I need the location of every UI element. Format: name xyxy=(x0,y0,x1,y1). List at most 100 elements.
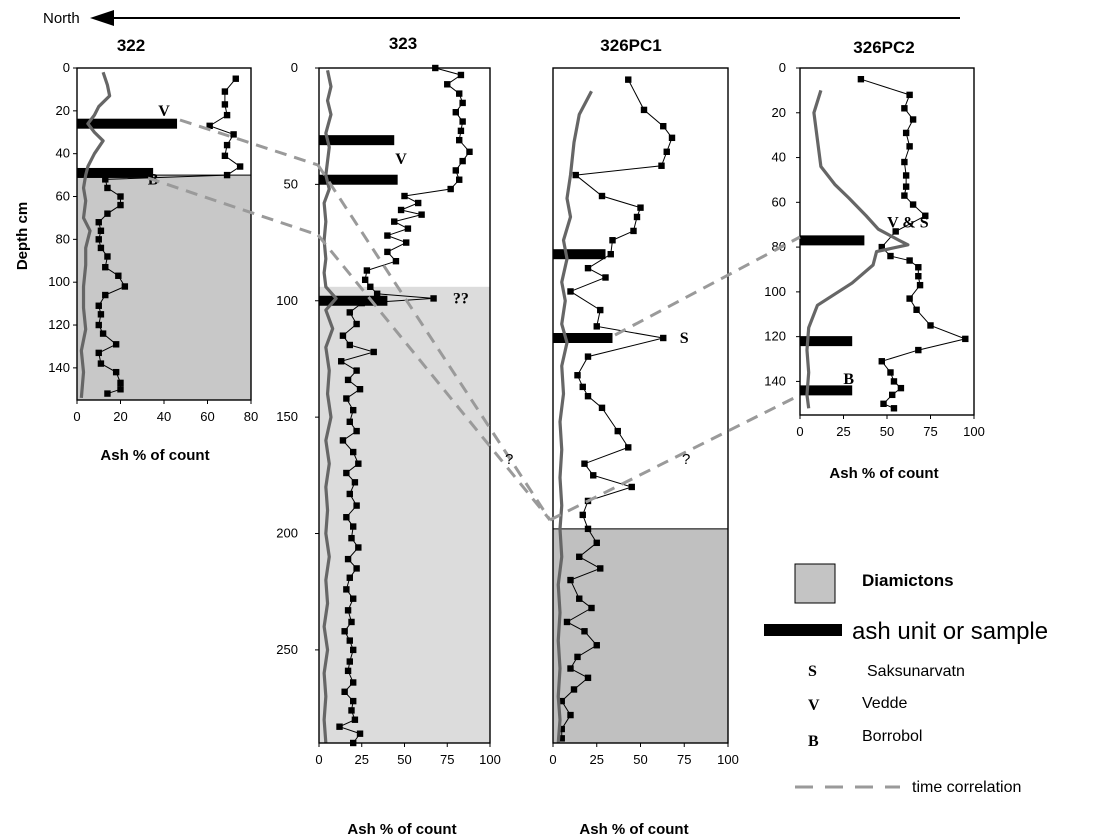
data-point-326pc2-14 xyxy=(887,252,894,260)
data-point-323-18 xyxy=(391,218,398,225)
data-point-326pc1-35 xyxy=(567,576,574,584)
data-point-322-11 xyxy=(104,184,111,192)
correlation-line-323-326pc1-lower xyxy=(316,164,552,521)
data-point-322-13 xyxy=(117,201,124,209)
data-point-323-25 xyxy=(361,276,369,284)
data-point-323-31 xyxy=(353,320,360,328)
data-point-323-32 xyxy=(339,332,347,339)
x-tick-label-323-3: 75 xyxy=(440,752,454,767)
data-point-323-67 xyxy=(341,688,348,695)
x-tick-label-323-2: 50 xyxy=(397,752,411,767)
data-point-323-7 xyxy=(457,127,465,135)
data-point-326pc1-20 xyxy=(574,372,581,379)
data-point-326pc2-25 xyxy=(887,369,894,376)
y-tick-label-323-1: 50 xyxy=(284,176,298,191)
data-point-323-19 xyxy=(404,225,412,232)
data-point-326pc1-9 xyxy=(633,213,641,221)
data-point-322-28 xyxy=(112,341,120,348)
y-tick-label-322-0: 0 xyxy=(63,60,70,75)
data-point-326pc2-3 xyxy=(909,116,917,123)
data-point-326pc1-37 xyxy=(588,604,595,612)
data-point-323-50 xyxy=(343,514,350,521)
correlation-line-323-326pc1 xyxy=(316,234,552,521)
tephra-marker-323-0: V xyxy=(395,151,407,168)
ash-bar-326pc2-0 xyxy=(800,235,865,246)
title-326pc1: 326PC1 xyxy=(600,36,661,55)
panel-323: 0 25 50 75 100 0 50 100 150 200 250 V?? xyxy=(276,60,501,767)
data-point-323-5 xyxy=(452,109,459,116)
legend-b-label: Borrobol xyxy=(862,728,922,745)
data-point-323-41 xyxy=(346,418,353,425)
gray-curve-323 xyxy=(322,69,338,744)
data-point-326pc1-34 xyxy=(597,565,604,572)
data-point-323-47 xyxy=(351,479,359,486)
data-point-326pc1-0 xyxy=(625,76,632,83)
data-point-323-23 xyxy=(392,257,400,265)
data-point-323-14 xyxy=(401,192,408,200)
data-point-326pc1-36 xyxy=(576,595,583,602)
data-point-326pc1-43 xyxy=(584,674,592,682)
data-point-323-64 xyxy=(346,658,353,665)
data-point-326pc1-21 xyxy=(579,383,586,391)
data-point-323-35 xyxy=(338,358,345,365)
north-label: North xyxy=(43,10,80,27)
data-point-326pc2-26 xyxy=(890,378,898,385)
data-point-326pc2-19 xyxy=(906,295,913,302)
y-tick-label-326pc2-2: 40 xyxy=(772,150,786,165)
x-axis-label-323: Ash % of count xyxy=(347,821,456,838)
y-tick-label-326pc2-3: 60 xyxy=(772,194,786,209)
data-point-323-51 xyxy=(350,523,357,530)
data-point-323-27 xyxy=(373,290,381,297)
y-tick-label-322-1: 20 xyxy=(56,103,70,118)
data-point-322-21 xyxy=(115,272,122,279)
legend-b-symbol: B xyxy=(808,733,819,750)
data-point-326pc2-0 xyxy=(857,75,865,83)
data-point-326pc2-9 xyxy=(901,192,908,199)
x-tick-label-326pc1-3: 75 xyxy=(677,752,691,767)
panel-326pc1: 0 25 50 75 100 S xyxy=(549,67,739,767)
data-point-326pc1-32 xyxy=(593,539,600,547)
y-tick-label-322-2: 40 xyxy=(56,146,70,161)
data-point-326pc2-15 xyxy=(906,257,913,264)
ash-bar-326pc2-2 xyxy=(800,385,853,396)
x-tick-label-326pc1-0: 0 xyxy=(549,752,556,767)
x-tick-label-326pc1-2: 50 xyxy=(633,752,647,767)
data-point-322-20 xyxy=(102,264,109,271)
ash-bar-322-0 xyxy=(77,118,178,129)
correlation-line-322-vedde xyxy=(179,118,319,167)
data-point-322-31 xyxy=(112,368,120,376)
y-tick-label-323-0: 0 xyxy=(291,60,298,75)
legend-v-symbol: V xyxy=(808,697,820,714)
data-point-326pc2-29 xyxy=(880,400,887,408)
data-point-326pc2-16 xyxy=(915,264,922,271)
data-point-323-63 xyxy=(350,646,357,654)
ash-bar-322-1 xyxy=(77,167,154,178)
legend-ash-swatch xyxy=(764,624,842,636)
data-point-323-13 xyxy=(447,185,454,193)
data-point-323-66 xyxy=(350,679,357,686)
data-point-326pc1-30 xyxy=(579,511,586,519)
data-point-323-46 xyxy=(343,469,350,477)
legend-time-label: time correlation xyxy=(912,779,1021,796)
data-point-326pc1-25 xyxy=(625,444,632,451)
x-tick-label-322-4: 80 xyxy=(244,409,258,424)
data-point-323-22 xyxy=(384,248,391,256)
x-tick-label-326pc2-0: 0 xyxy=(796,424,803,439)
north-arrow-head xyxy=(90,10,114,26)
data-point-323-59 xyxy=(344,607,352,614)
y-tick-label-326pc2-1: 20 xyxy=(772,105,786,120)
data-point-322-1 xyxy=(221,88,229,95)
data-point-323-17 xyxy=(418,211,425,218)
data-point-322-5 xyxy=(230,131,237,138)
data-point-322-29 xyxy=(95,349,102,357)
data-point-322-12 xyxy=(117,193,124,200)
correlation-line-326pc1-326pc2-saksunarvatn xyxy=(614,235,801,337)
y-tick-label-326pc2-7: 140 xyxy=(764,373,786,388)
data-point-322-15 xyxy=(95,219,102,226)
data-point-326pc2-7 xyxy=(902,172,910,179)
y-axis-label: Depth cm xyxy=(14,202,31,270)
data-point-326pc2-13 xyxy=(878,243,885,251)
tephra-marker-323-1: ?? xyxy=(453,290,469,307)
gray-curve-326pc1 xyxy=(556,90,593,744)
data-point-322-25 xyxy=(97,311,105,318)
